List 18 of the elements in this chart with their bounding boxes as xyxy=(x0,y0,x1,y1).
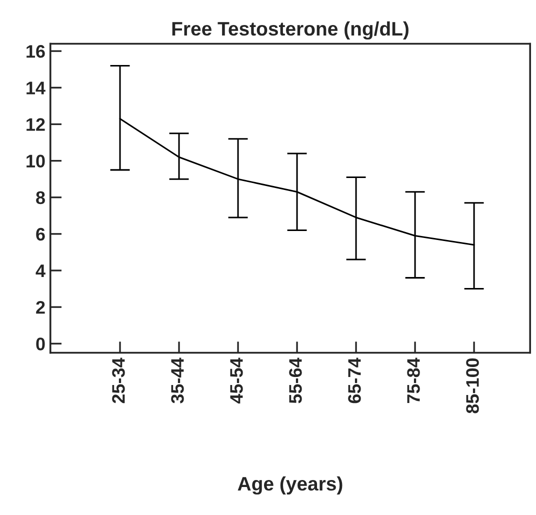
x-tick-label: 35-44 xyxy=(171,358,184,404)
y-tick-label: 8 xyxy=(36,191,45,204)
y-tick-label: 12 xyxy=(26,118,45,131)
y-tick-label: 6 xyxy=(36,228,45,241)
chart-title: Free Testosterone (ng/dL) xyxy=(172,21,408,40)
y-tick-label: 10 xyxy=(26,154,45,168)
y-tick-label: 0 xyxy=(36,338,45,350)
x-tick-label: 55-64 xyxy=(289,358,302,404)
y-tick-label: 2 xyxy=(36,301,45,314)
x-tick-label: 65-74 xyxy=(348,358,361,404)
y-tick-label: 4 xyxy=(36,264,46,278)
x-tick-label: 25-34 xyxy=(112,358,125,404)
y-tick-label: 14 xyxy=(26,82,46,94)
x-tick-label: 45-54 xyxy=(230,358,243,404)
x-axis-title: Age (years) xyxy=(238,476,342,495)
x-tick-label: 75-84 xyxy=(407,358,420,404)
y-tick-label: 16 xyxy=(26,45,45,58)
x-tick-label: 85-100 xyxy=(466,358,479,414)
